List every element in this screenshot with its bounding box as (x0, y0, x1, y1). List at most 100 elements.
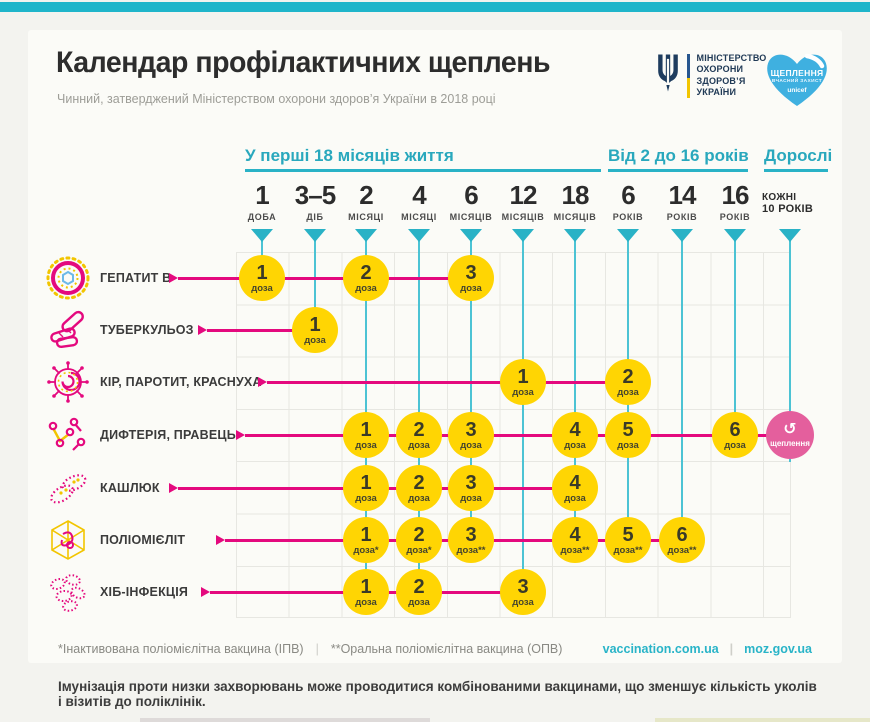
timeline-6-months (469, 240, 473, 540)
row-label-diphtheria-tetanus: ДИФТЕРІЯ, ПРАВЕЦЬ (100, 428, 236, 442)
column-marker-icon (724, 229, 746, 242)
pertussis-bacteria-icon (45, 465, 91, 511)
measles-virus-icon (45, 359, 91, 405)
heart-logo-subtitle: ВЧАСНИЙ ЗАХИСТ (771, 79, 823, 84)
polio-virus-icon (45, 517, 91, 563)
heart-icon (767, 53, 827, 106)
column-marker-icon (304, 229, 326, 242)
age-column-12-months: 12 МІСЯЦІВ (501, 180, 545, 222)
repeat-icon: ↺ (783, 421, 797, 438)
column-marker-icon (617, 229, 639, 242)
column-marker-icon (251, 229, 273, 242)
dose-badge: 2 доза (343, 255, 389, 301)
revaccination-badge: ↺ щеплення (766, 411, 814, 459)
combined-vaccines-note: Імунізація проти низки захворювань може … (58, 679, 817, 709)
dose-badge: 1 доза (343, 569, 389, 615)
page-title: Календар профілактичних щеплень (56, 46, 550, 79)
link-divider: | (729, 642, 734, 656)
hib-bacteria-icon (45, 569, 91, 615)
dose-badge: 6 доза** (659, 517, 705, 563)
dose-badge: 2 доза (396, 465, 442, 511)
dose-badge: 1 доза (239, 255, 285, 301)
age-column-1-doba: 1 ДОБА (247, 180, 277, 222)
link-vaccination-site[interactable]: vaccination.com.ua (602, 642, 719, 656)
row-label-measles-mumps-rubella: КІР, ПАРОТИТ, КРАСНУХА (100, 375, 262, 389)
group-header-adults: Дорослі (764, 146, 833, 165)
footer-links: vaccination.com.ua | moz.gov.ua (603, 642, 812, 656)
dose-badge: 5 доза** (605, 517, 651, 563)
footnotes: *Інактивована поліомієлітна вакцина (ІПВ… (58, 642, 562, 656)
age-column-every-10-years: КОЖНІ 10 РОКІВ (762, 192, 814, 215)
ministry-logo: МІНІСТЕРСТВО ОХОРОНИ ЗДОРОВ’Я УКРАЇНИ (656, 52, 767, 99)
ministry-logo-text: МІНІСТЕРСТВО ОХОРОНИ ЗДОРОВ’Я УКРАЇНИ (697, 53, 767, 98)
dose-badge: 1 доза (343, 412, 389, 458)
hepatitis-b-virus-icon (45, 255, 91, 301)
diphtheria-bacteria-icon (45, 412, 91, 458)
link-moz-site[interactable]: moz.gov.ua (744, 642, 812, 656)
row-connector-tuberculosis (198, 325, 315, 335)
row-label-pertussis: КАШЛЮК (100, 481, 160, 495)
column-marker-icon (512, 229, 534, 242)
column-marker-icon (408, 229, 430, 242)
logo-divider (687, 53, 690, 98)
tuberculosis-bacteria-icon (45, 307, 91, 353)
column-marker-icon (355, 229, 377, 242)
dose-badge: 4 доза (552, 412, 598, 458)
dose-badge: 2 доза* (396, 517, 442, 563)
column-marker-icon (564, 229, 586, 242)
row-label-tuberculosis: ТУБЕРКУЛЬОЗ (100, 323, 194, 337)
dose-badge: 5 доза (605, 412, 651, 458)
group-underline (245, 169, 601, 172)
row-connector-diphtheria (236, 430, 790, 440)
column-marker-icon (460, 229, 482, 242)
ministry-line: ОХОРОНИ (696, 64, 744, 75)
footnote-row: *Інактивована поліомієлітна вакцина (ІПВ… (58, 642, 812, 656)
dose-badge: 4 доза (552, 465, 598, 511)
heart-logo-title: ЩЕПЛЕННЯ (770, 68, 824, 78)
row-label-polio: ПОЛІОМІЄЛІТ (100, 533, 186, 547)
age-column-16-years: 16 РОКІВ (719, 180, 751, 222)
age-column-14-years: 14 РОКІВ (666, 180, 698, 222)
page-subtitle: Чинний, затверджений Міністерством охоро… (57, 92, 496, 106)
group-underline (608, 169, 748, 172)
dose-badge: 2 доза (396, 412, 442, 458)
ministry-line: МІНІСТЕРСТВО (696, 53, 767, 63)
dose-badge: 1 доза (500, 359, 546, 405)
dose-badge: 2 доза (605, 359, 651, 405)
dose-badge: 1 доза (292, 307, 338, 353)
timeline-3-5-dib (313, 240, 317, 330)
timeline-12-months (521, 240, 525, 592)
dose-badge: 1 доза (343, 465, 389, 511)
top-accent-bar (0, 2, 870, 12)
timeline-every-10-years (788, 240, 792, 462)
row-connector-measles (258, 377, 628, 387)
footnote-opv: **Оральна поліомієлітна вакцина (ОПВ) (330, 642, 563, 656)
cutoff-fragment-right (655, 718, 870, 722)
group-underline (764, 169, 828, 172)
ministry-line: ЗДОРОВ’Я (696, 75, 746, 86)
row-connector-hepatitis-b (169, 273, 471, 283)
dose-badge: 6 доза (712, 412, 758, 458)
dose-badge: 3 доза (500, 569, 546, 615)
group-header-2-16-years: Від 2 до 16 років (608, 146, 749, 165)
timeline-14-years (680, 240, 684, 540)
ministry-line: УКРАЇНИ (696, 86, 737, 97)
age-column-6-months: 6 МІСЯЦІВ (449, 180, 493, 222)
cutoff-fragment-left (140, 718, 430, 722)
age-column-2-months: 2 МІСЯЦІ (348, 180, 384, 222)
timeline-16-years (733, 240, 737, 435)
column-marker-icon (779, 229, 801, 242)
age-column-6-years: 6 РОКІВ (612, 180, 644, 222)
dose-badge: 3 доза (448, 255, 494, 301)
vaccination-heart-logo: ЩЕПЛЕННЯ ВЧАСНИЙ ЗАХИСТ unicef (758, 44, 836, 114)
trident-emblem-icon (656, 52, 680, 99)
dose-badge: 3 доза (448, 412, 494, 458)
dose-badge: 3 доза (448, 465, 494, 511)
dose-badge: 2 доза (396, 569, 442, 615)
group-header-0-18-months: У перші 18 місяців життя (245, 146, 454, 165)
row-label-hepatitis-b: ГЕПАТИТ В (100, 271, 172, 285)
age-column-3-5-dib: 3–5 ДІБ (294, 180, 336, 222)
row-label-hib: ХІБ-ІНФЕКЦІЯ (100, 585, 189, 599)
dose-badge: 3 доза** (448, 517, 494, 563)
unicef-logo: unicef (787, 87, 807, 94)
